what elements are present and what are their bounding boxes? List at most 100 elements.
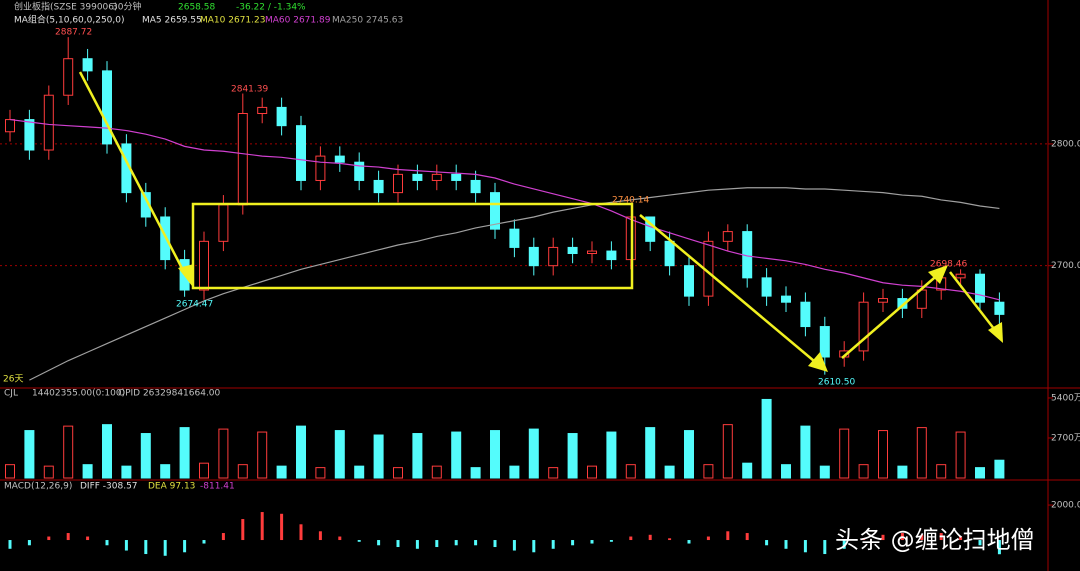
ma10-label: MA10 2671.23 <box>200 16 265 26</box>
volume-bar <box>761 398 772 479</box>
candle-body <box>509 228 520 248</box>
candle-body <box>315 155 326 181</box>
candle-body <box>5 119 15 133</box>
volume-bar <box>819 465 830 479</box>
volume-bar <box>994 459 1005 479</box>
volume-bar <box>722 424 733 479</box>
low-label: 2674.47 <box>176 300 213 310</box>
candle-body <box>334 155 345 163</box>
candle-body <box>276 106 287 127</box>
volume-bar <box>451 431 462 479</box>
volume-bar <box>625 464 636 479</box>
candle-body <box>897 298 908 309</box>
volume-bar <box>567 433 578 479</box>
volume-bar <box>431 465 442 479</box>
ma60-label: MA60 2671.89 <box>265 16 331 26</box>
candle-body <box>722 231 733 242</box>
candle-body <box>645 216 656 242</box>
volume-bar <box>839 428 850 479</box>
candle-body <box>490 192 500 230</box>
volume-bar <box>490 430 500 479</box>
low-label: 2610.50 <box>818 378 855 388</box>
macd-dea: DEA 97.13 <box>148 482 195 492</box>
high-label: 2841.39 <box>231 85 268 95</box>
candle-body <box>878 298 888 303</box>
volume-bar <box>373 434 384 479</box>
volume-bar <box>606 431 617 479</box>
volume-bar <box>684 430 694 479</box>
y-tick-label: 2000.00 <box>1051 501 1080 511</box>
candle-body <box>102 70 112 145</box>
candle-body <box>955 273 966 279</box>
ma-group: MA组合(5,10,60,0,250,0) <box>14 14 125 26</box>
arrow <box>949 271 999 335</box>
price: 2658.58 <box>178 3 215 13</box>
candle-body <box>684 265 694 297</box>
candle-body <box>82 58 93 72</box>
candle-body <box>451 173 462 181</box>
candle-body <box>858 301 869 352</box>
candle-body <box>567 246 578 255</box>
volume-bar <box>393 467 403 479</box>
arrowhead <box>988 322 1003 343</box>
ma250-label: MA250 2745.63 <box>332 16 403 26</box>
candle-body <box>24 119 35 151</box>
volume-bar <box>24 430 35 479</box>
candle-body <box>761 277 772 297</box>
volume-bar <box>878 430 888 479</box>
candle-body <box>296 125 306 181</box>
ma-line <box>9 118 1000 301</box>
index-name: 创业板指(SZSE 399006) <box>14 1 118 13</box>
volume-bar <box>199 462 209 479</box>
vol-value: 14402355.00(0:100) <box>32 389 125 399</box>
candle-body <box>781 295 791 303</box>
macd-value: -811.41 <box>200 482 235 492</box>
volume-bar <box>955 431 966 479</box>
candle-body <box>218 204 229 242</box>
volume-bar <box>43 465 54 479</box>
ma5-label: MA5 2659.55 <box>142 16 202 26</box>
volume-bar <box>936 464 947 479</box>
volume-bar <box>63 425 74 479</box>
volume-bar <box>742 462 753 479</box>
volume-bar <box>587 465 597 479</box>
candle-body <box>548 246 559 267</box>
candle-body <box>354 161 365 181</box>
volume-bar <box>237 464 248 479</box>
ma-line <box>29 187 1000 381</box>
candle-body <box>257 106 268 114</box>
watermark: 头条 @缠论扫地僧 <box>835 526 1035 554</box>
volume-bar <box>916 427 927 479</box>
yellow-annotations <box>78 71 999 367</box>
volume-bar <box>296 425 306 479</box>
macd-title: MACD(12,26,9) <box>4 482 72 492</box>
volume-bar <box>781 464 791 479</box>
marks: 2800.00 2700.00 5400万 2700万 2000.00 <box>0 37 1080 556</box>
candle-body <box>528 246 539 267</box>
volume-bar <box>509 465 520 479</box>
volume-bar <box>858 464 869 479</box>
vol-title: CJL <box>4 389 18 399</box>
candle-body <box>237 112 248 206</box>
arrowhead <box>808 352 828 372</box>
volume-bar <box>179 427 190 479</box>
arrow <box>639 214 821 367</box>
y-tick-label: 5400万 <box>1051 393 1080 403</box>
arrowheads <box>178 264 1003 372</box>
volume-bar <box>548 467 559 479</box>
volume-bar <box>975 467 985 479</box>
vol-opid: OPID 26329841664.00 <box>118 389 221 399</box>
candle-body <box>606 250 617 261</box>
candle-body <box>800 301 811 328</box>
candle-body <box>199 240 209 291</box>
volume-bar <box>315 467 326 479</box>
volume-bar <box>121 465 132 479</box>
candle-body <box>664 240 675 267</box>
volume-bar <box>645 427 656 479</box>
y-tick-label: 2800.00 <box>1051 139 1080 149</box>
volume-bar <box>703 464 714 479</box>
volume-bar <box>897 465 908 479</box>
arrow <box>78 71 188 277</box>
range-box <box>191 202 634 290</box>
